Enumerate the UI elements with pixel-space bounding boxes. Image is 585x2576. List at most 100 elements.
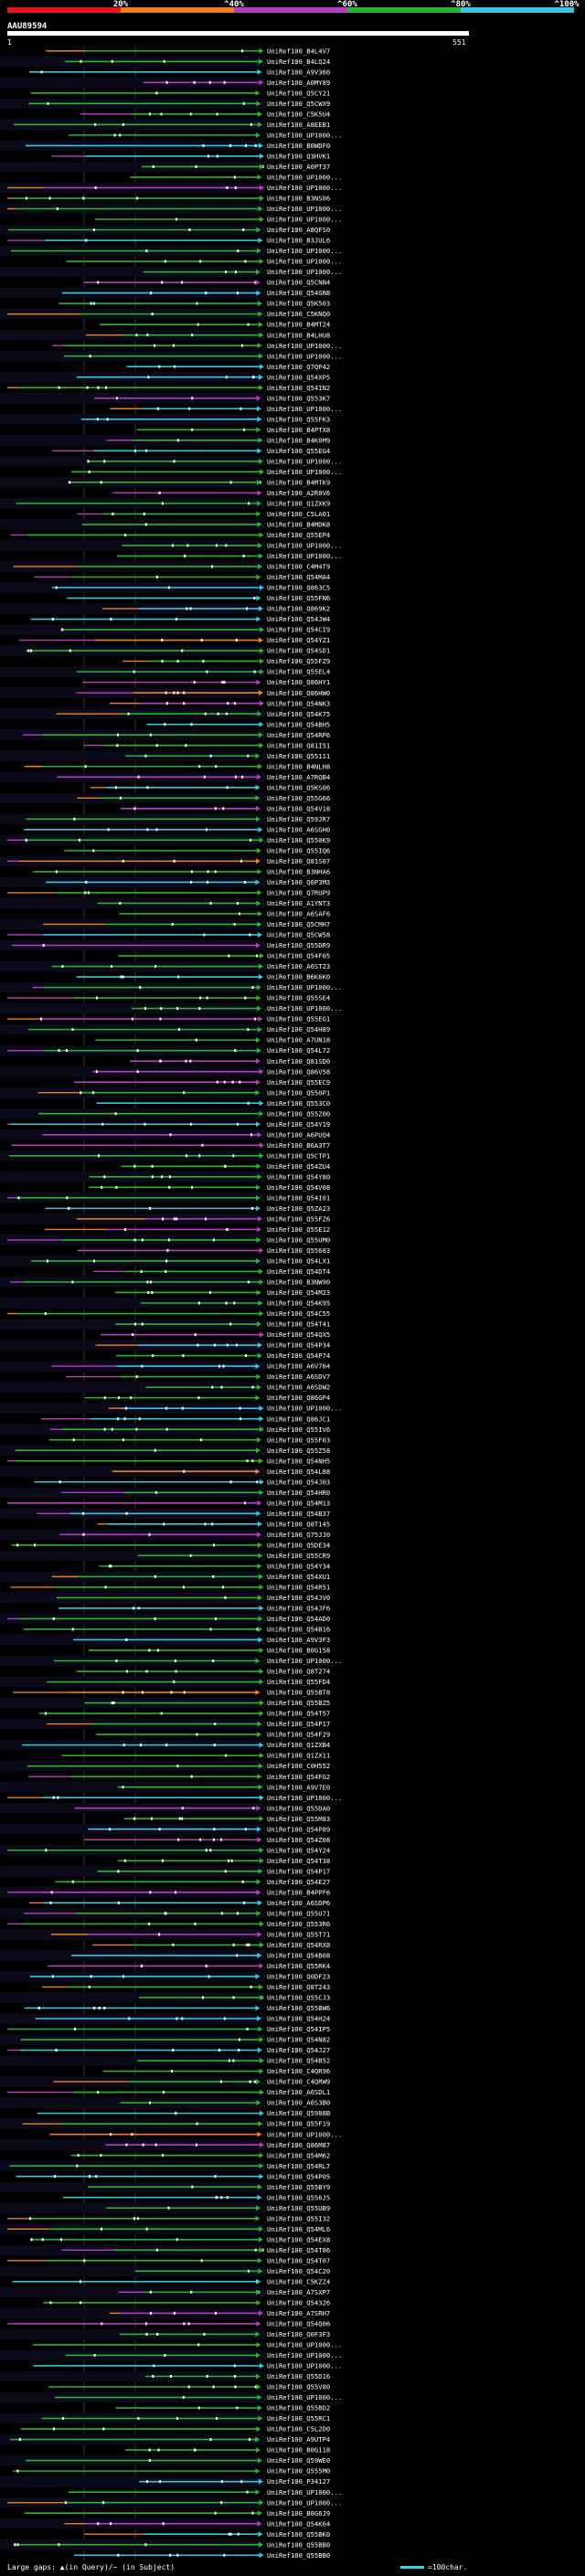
gap-marker [243, 1901, 246, 1904]
hit-label: UniRef100_Q553K7 [267, 394, 330, 402]
gap-marker [172, 1943, 175, 1946]
gap-marker [109, 2133, 112, 2136]
hit-row: UniRef100_Q54K95 [0, 1298, 330, 1309]
hit-row: UniRef100_B3NHA6 [33, 867, 330, 875]
hit-row: UniRef100_UP1000... [0, 1403, 342, 1414]
hit-arrowhead [257, 1026, 262, 1033]
gap-marker [17, 1196, 20, 1200]
hit-label: UniRef100_Q86HW0 [267, 689, 330, 697]
gap-marker [117, 2553, 120, 2557]
hit-arrowhead [255, 1658, 261, 1664]
hit-row: UniRef100_A7RQB4 [0, 771, 330, 783]
hit-arrowhead [255, 1037, 261, 1044]
hit-arrowhead [259, 721, 264, 727]
hit-arrowhead [255, 1690, 261, 1696]
hit-arrowhead [260, 2058, 264, 2064]
gap-marker [246, 1459, 249, 1463]
hit-label: UniRef100_Q54CI9 [267, 626, 330, 634]
gap-marker [228, 2532, 230, 2536]
gap-marker [145, 249, 148, 253]
hit-label: UniRef100_Q54SD1 [267, 647, 330, 655]
gap-marker [173, 1680, 176, 1684]
gap-marker [119, 133, 122, 137]
gap-marker [94, 186, 97, 189]
gap-marker [154, 2143, 157, 2147]
gap-marker [182, 1354, 185, 1358]
gap-marker [162, 2154, 165, 2157]
hit-row: UniRef100_C4QRW9 [0, 2076, 330, 2087]
gap-marker [133, 2217, 135, 2221]
gap-marker [133, 1606, 135, 1610]
hit-row: UniRef100_Q55IV6 [0, 1424, 330, 1435]
hit-row: UniRef100_Q54SD1 [0, 645, 330, 656]
gap-marker [241, 1880, 244, 1883]
hit-row: UniRef100_Q54T86 [0, 2244, 330, 2256]
hit-label: UniRef100_Q54RP6 [267, 731, 330, 739]
gap-marker [88, 1985, 90, 1988]
hit-row: UniRef100_Q54EX8 [29, 2235, 330, 2243]
hit-arrowhead [258, 2310, 263, 2316]
hit-label: UniRef100_Q54P05 [267, 2172, 330, 2180]
hit-arrowhead [257, 1774, 262, 1780]
hit-arrowhead [257, 1931, 262, 1937]
gap-marker [176, 2238, 178, 2242]
hit-row: UniRef100_Q5CNN4 [83, 279, 330, 287]
gap-marker [165, 1912, 167, 1915]
hit-label: UniRef100_Q54P34 [267, 1341, 330, 1350]
hit-arrowhead [259, 259, 264, 265]
hit-row: UniRef100_A9UTP4 [0, 2433, 330, 2445]
hit-arrowhead [260, 2142, 264, 2148]
hit-arrowhead [256, 406, 261, 412]
gap-marker [245, 607, 248, 610]
hit-row: UniRef100_A6ST23 [0, 960, 330, 972]
hit-label: UniRef100_Q54JV0 [267, 1594, 330, 1602]
legend-tick-60: ^60% [337, 0, 357, 9]
hit-row: UniRef100_Q54M23 [114, 1288, 330, 1297]
gap-marker [85, 239, 88, 242]
hit-row: UniRef100_UP1000... [0, 456, 342, 467]
hit-arrowhead [257, 69, 262, 75]
hit-arrowhead [256, 395, 261, 401]
gap-marker [225, 1301, 228, 1305]
gap-marker [154, 344, 156, 347]
gap-marker [108, 1564, 111, 1568]
hit-arrowhead [257, 1542, 262, 1548]
hit-arrowhead [255, 1058, 261, 1065]
hit-label: UniRef100_A6PUQ4 [267, 1130, 330, 1139]
hit-arrowhead [258, 143, 263, 149]
gap-marker [249, 933, 251, 937]
hit-row: UniRef100_Q55FZ9 [122, 657, 330, 665]
hit-row: UniRef100_Q54DT4 [93, 1267, 330, 1276]
gap-marker [141, 1322, 144, 1326]
gap-marker [205, 1964, 207, 1967]
hit-row: UniRef100_Q59JR7 [0, 813, 330, 825]
gap-marker [102, 2427, 105, 2431]
hit-label: UniRef100_UP1000... [267, 2351, 342, 2359]
gap-marker [181, 1406, 184, 1410]
hit-arrowhead [258, 1784, 263, 1790]
hit-row: UniRef100_Q55FK3 [0, 414, 330, 425]
gap-marker [101, 2227, 103, 2231]
hit-arrowhead [260, 164, 264, 170]
legend-tick-20: 20% [112, 0, 129, 9]
gap-marker [80, 2280, 82, 2284]
hit-label: UniRef100_Q54326 [267, 2298, 330, 2306]
gap-marker [209, 901, 212, 905]
hit-label: UniRef100_Q55FZ6 [267, 1214, 330, 1223]
hit-label: UniRef100_Q5ZA23 [267, 1204, 330, 1213]
hit-arrowhead [256, 479, 261, 485]
hit-arrowhead [260, 2110, 264, 2116]
gap-marker [214, 1723, 217, 1726]
gap-marker [254, 1017, 257, 1021]
hit-label: UniRef100_UP1000... [267, 184, 342, 192]
gap-marker [133, 1238, 136, 1242]
hit-arrowhead [258, 1016, 263, 1023]
hit-row: UniRef100_Q55UB9 [0, 2202, 330, 2214]
gap-marker [123, 1227, 126, 1231]
gap-marker [208, 1290, 211, 1294]
hit-label: UniRef100_B4L4V7 [267, 47, 330, 55]
gap-marker [146, 828, 149, 832]
hit-label: UniRef100_Q54M23 [267, 1288, 330, 1297]
gap-marker [131, 1017, 133, 1021]
hit-label: UniRef100_C0H552 [267, 1762, 330, 1770]
